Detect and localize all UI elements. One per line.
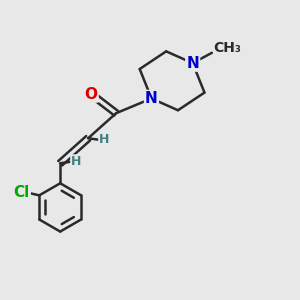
Text: Cl: Cl [14,185,30,200]
Text: CH₃: CH₃ [213,41,241,56]
Text: H: H [71,155,82,168]
Text: N: N [186,56,199,70]
Text: H: H [99,133,110,146]
Text: O: O [85,87,98,102]
Text: N: N [145,91,158,106]
